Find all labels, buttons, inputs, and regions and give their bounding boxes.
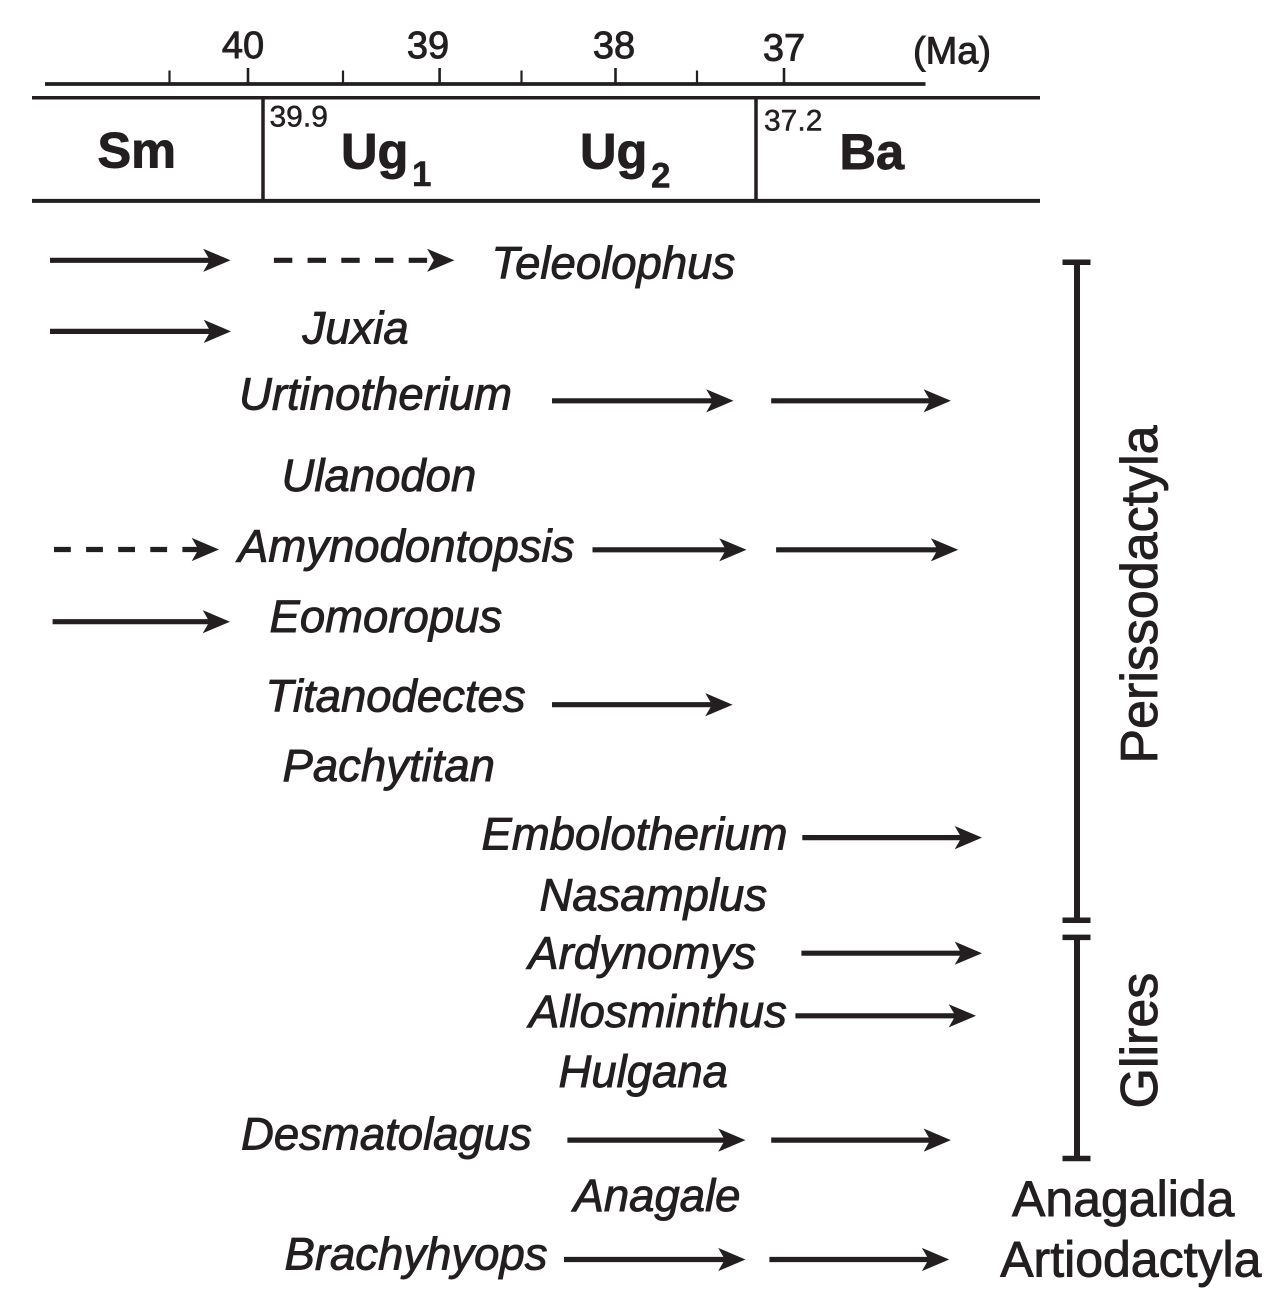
svg-text:39.9: 39.9 [270, 100, 328, 133]
svg-text:Desmatolagus: Desmatolagus [241, 1109, 532, 1160]
svg-text:Allosminthus: Allosminthus [526, 986, 787, 1037]
svg-text:2: 2 [651, 156, 670, 195]
svg-text:37.2: 37.2 [764, 104, 822, 137]
svg-text:(Ma): (Ma) [913, 31, 991, 73]
svg-text:Teleolophus: Teleolophus [492, 238, 736, 289]
svg-text:Ulanodon: Ulanodon [282, 450, 477, 501]
svg-text:1: 1 [412, 155, 431, 194]
svg-text:Amynodontopsis: Amynodontopsis [235, 521, 574, 572]
svg-text:Juxia: Juxia [302, 303, 409, 354]
svg-text:Anagalida: Anagalida [1012, 1171, 1235, 1227]
svg-text:Perissodactyla: Perissodactyla [1111, 425, 1169, 763]
svg-text:Eomoropus: Eomoropus [270, 591, 503, 642]
svg-text:Ug: Ug [341, 123, 408, 180]
svg-text:Sm: Sm [98, 122, 177, 179]
svg-text:Titanodectes: Titanodectes [266, 671, 526, 722]
svg-text:Ardynomys: Ardynomys [525, 928, 756, 979]
svg-text:Ba: Ba [840, 123, 905, 180]
svg-text:40: 40 [222, 25, 264, 67]
svg-text:Glires: Glires [1111, 973, 1169, 1109]
svg-text:Anagale: Anagale [571, 1170, 741, 1221]
svg-text:38: 38 [593, 25, 635, 67]
svg-text:Brachyhyops: Brachyhyops [285, 1229, 548, 1280]
svg-text:Artiodactyla: Artiodactyla [1000, 1231, 1261, 1287]
svg-text:Hulgana: Hulgana [559, 1046, 729, 1097]
svg-text:39: 39 [407, 25, 449, 67]
svg-text:Nasamplus: Nasamplus [540, 870, 768, 921]
svg-text:Urtinotherium: Urtinotherium [239, 369, 512, 420]
svg-text:37: 37 [763, 28, 805, 70]
svg-text:Pachytitan: Pachytitan [283, 740, 495, 791]
svg-text:Embolotherium: Embolotherium [482, 809, 788, 860]
svg-text:Ug: Ug [580, 123, 647, 180]
